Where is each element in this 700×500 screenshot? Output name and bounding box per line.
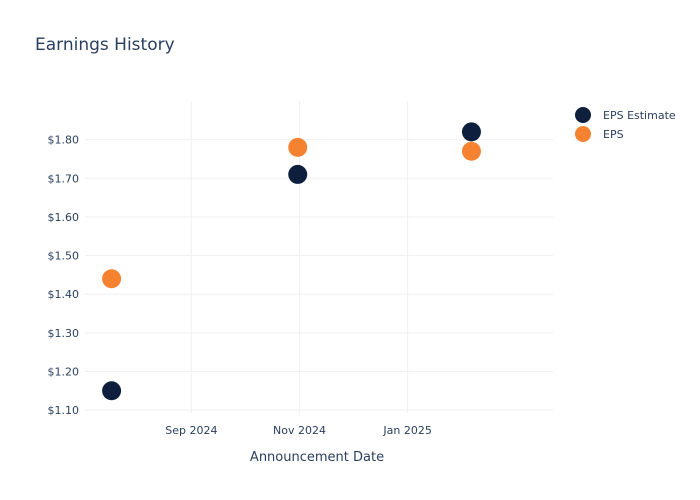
x-tick-label: Sep 2024 <box>165 424 217 437</box>
eps-estimate-point[interactable] <box>102 381 122 401</box>
y-tick-label: $1.30 <box>48 327 80 340</box>
legend[interactable]: EPS Estimate EPS <box>575 107 676 142</box>
legend-label-eps[interactable]: EPS <box>603 128 624 141</box>
eps-point[interactable] <box>461 141 481 161</box>
eps-point[interactable] <box>102 269 122 289</box>
legend-marker-eps[interactable] <box>575 126 591 142</box>
data-points <box>102 122 481 401</box>
x-tick-label: Jan 2025 <box>382 424 431 437</box>
eps-point[interactable] <box>288 137 308 157</box>
y-tick-label: $1.70 <box>48 172 80 185</box>
y-tick-label: $1.50 <box>48 250 80 263</box>
y-tick-label: $1.40 <box>48 288 80 301</box>
x-axis-ticks: Sep 2024 Nov 2024 Jan 2025 <box>165 424 432 437</box>
y-tick-label: $1.20 <box>48 365 80 378</box>
y-tick-label: $1.60 <box>48 211 80 224</box>
grid <box>85 101 553 413</box>
x-axis-title: Announcement Date <box>250 450 384 465</box>
eps-estimate-point[interactable] <box>288 164 308 184</box>
y-tick-label: $1.80 <box>48 134 80 147</box>
chart-title: Earnings History <box>35 35 175 55</box>
eps-estimate-point[interactable] <box>461 122 481 142</box>
legend-label-eps-estimate[interactable]: EPS Estimate <box>603 109 676 122</box>
y-tick-label: $1.10 <box>48 404 80 417</box>
x-tick-label: Nov 2024 <box>273 424 326 437</box>
y-axis-ticks: $1.10 $1.20 $1.30 $1.40 $1.50 $1.60 $1.70 $1.80 <box>48 134 80 417</box>
legend-marker-eps-estimate[interactable] <box>575 107 591 123</box>
